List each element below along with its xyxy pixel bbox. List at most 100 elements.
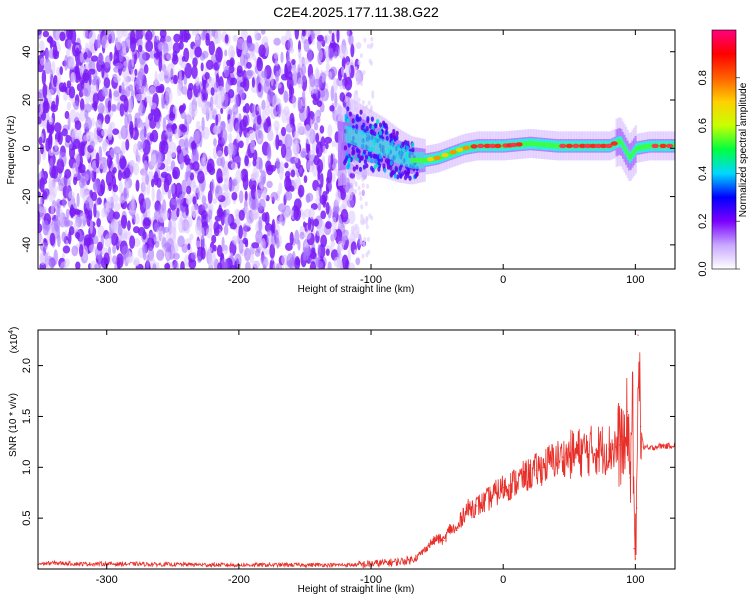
snr-point: [515, 480, 518, 483]
noise-mark: [290, 169, 296, 178]
noise-mark: [73, 138, 81, 149]
noise-mark: [364, 219, 368, 225]
spectrogram-frame: [37, 29, 676, 270]
noise-mark: [292, 94, 297, 109]
noise-mark: [184, 220, 191, 234]
noise-mark: [153, 52, 161, 59]
snr-point: [449, 527, 451, 529]
noise-mark: [284, 191, 293, 201]
noise-mark: [80, 212, 86, 221]
band-speckle: [393, 173, 397, 179]
snr-point: [410, 559, 412, 561]
ridge-inner: [632, 149, 636, 155]
ridge-core: [370, 134, 373, 152]
noise-mark: [104, 114, 111, 125]
noise-mark: [280, 51, 284, 64]
noise-mark: [220, 258, 228, 269]
noise-mark: [43, 101, 49, 112]
noise-mark: [260, 238, 266, 252]
noise-mark: [325, 62, 330, 72]
noise-mark: [233, 156, 242, 163]
noise-mark: [237, 49, 242, 58]
noise-mark: [296, 122, 304, 135]
snr-point: [423, 550, 425, 552]
ridge-hotspot: [565, 143, 573, 149]
noise-mark: [178, 138, 186, 148]
noise-mark: [130, 89, 135, 103]
noise-mark: [194, 46, 202, 58]
ridge-hotspot: [584, 143, 592, 149]
ridge-inner: [523, 141, 526, 147]
noise-mark: [91, 78, 98, 86]
noise-mark: [162, 96, 166, 109]
noise-mark: [307, 216, 312, 231]
noise-mark: [266, 229, 271, 237]
ridge-hotspot: [456, 147, 464, 152]
noise-mark: [369, 60, 373, 66]
noise-mark: [142, 231, 147, 240]
noise-mark: [75, 152, 80, 168]
ridge-hotspot: [433, 155, 441, 161]
noise-mark: [240, 81, 247, 88]
noise-mark: [168, 135, 172, 143]
ridge-hotspot: [470, 144, 478, 149]
noise-mark: [256, 105, 262, 112]
snr-point: [629, 476, 631, 479]
noise-mark: [130, 36, 136, 53]
noise-mark: [281, 109, 288, 124]
noise-mark: [355, 257, 361, 266]
noise-mark: [79, 109, 86, 122]
noise-mark: [139, 99, 143, 114]
noise-mark: [258, 216, 263, 232]
band-speckle: [383, 167, 387, 173]
noise-mark: [220, 107, 224, 114]
noise-mark: [121, 141, 126, 155]
noise-mark: [113, 75, 121, 83]
noise-mark: [217, 123, 222, 134]
noise-mark: [149, 102, 157, 110]
noise-mark: [303, 175, 308, 184]
snr-point: [548, 461, 551, 463]
noise-mark: [56, 202, 61, 218]
band-speckle: [389, 136, 393, 142]
ridge-inner: [673, 143, 675, 149]
noise-mark: [45, 48, 50, 63]
ridge-inner: [421, 157, 425, 163]
snr-point: [502, 487, 504, 489]
ridge-hotspot: [515, 142, 523, 147]
noise-mark: [121, 81, 125, 95]
noise-mark: [346, 30, 350, 37]
noise-mark: [344, 76, 353, 91]
noise-mark: [199, 131, 203, 148]
ridge-inner: [648, 143, 651, 149]
noise-mark: [53, 122, 62, 133]
noise-mark: [263, 248, 270, 255]
band-speckle: [346, 164, 350, 170]
noise-mark: [223, 177, 230, 192]
noise-mark: [53, 218, 61, 232]
ridge-core: [398, 147, 401, 165]
noise-mark: [172, 42, 181, 54]
ridge-core: [387, 141, 390, 159]
noise-mark: [260, 30, 266, 35]
noise-mark: [270, 72, 274, 87]
noise-mark: [112, 255, 118, 265]
noise-mark: [50, 203, 55, 219]
spectrogram-marks: [38, 30, 675, 269]
snr-y-multiplier-close: ): [9, 327, 20, 330]
noise-mark: [197, 92, 203, 108]
noise-mark: [59, 150, 63, 162]
noise-mark: [122, 47, 127, 54]
noise-mark: [286, 76, 294, 91]
noise-mark: [76, 83, 83, 92]
ridge-inner: [624, 148, 628, 154]
noise-mark: [112, 167, 117, 174]
snr-point: [529, 473, 531, 475]
noise-mark: [325, 186, 330, 195]
noise-mark: [110, 30, 116, 43]
noise-mark: [246, 61, 252, 69]
noise-mark: [119, 103, 125, 117]
noise-mark: [359, 239, 363, 245]
band-speckle: [347, 157, 351, 164]
noise-mark: [61, 128, 68, 137]
